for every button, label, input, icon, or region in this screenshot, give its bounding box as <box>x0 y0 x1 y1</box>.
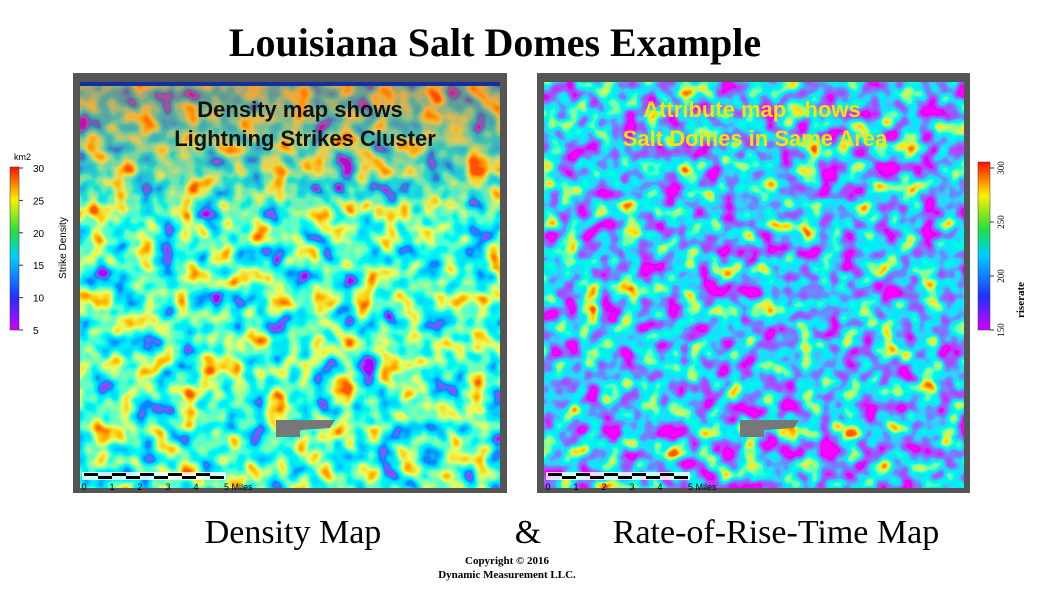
scale-segment <box>210 476 224 479</box>
copyright: Dynamic Measurement LLC. <box>438 569 576 581</box>
legend-tick-label: 200 <box>996 269 1006 283</box>
scale-segment <box>140 473 154 476</box>
scale-segment <box>548 473 562 476</box>
legend-tick-label: 25 <box>33 196 45 207</box>
scale-segment <box>674 476 688 479</box>
map-caption: Rate-of-Rise-Time Map <box>613 514 939 551</box>
map-patch <box>276 420 335 437</box>
scale-segment <box>154 476 168 479</box>
legend-label: Strike Density <box>58 217 69 279</box>
map-caption: Density Map <box>205 514 382 551</box>
scale-label: 3 <box>165 482 170 492</box>
scale-segment <box>84 473 98 476</box>
color-bar <box>977 161 991 331</box>
scale-segment <box>112 473 126 476</box>
scale-label: 3 <box>629 482 634 492</box>
legend-label: riserate <box>1015 282 1027 318</box>
map-patch <box>740 420 799 437</box>
map-overlay-text: Attribute map shows <box>643 97 861 122</box>
map-edge <box>80 82 500 86</box>
scale-segment <box>632 473 646 476</box>
slide-title: Louisiana Salt Domes Example <box>229 20 761 65</box>
scale-segment <box>618 476 632 479</box>
scale-segment <box>562 476 576 479</box>
legend-unit: km2 <box>14 152 31 162</box>
legend-ticks: 300 250 200 150 <box>990 161 1006 337</box>
ampersand: & <box>515 514 541 551</box>
scale-segment <box>590 476 604 479</box>
scale-segment <box>196 473 210 476</box>
scale-segment <box>98 476 112 479</box>
legend-tick-label: 20 <box>33 229 45 240</box>
scale-label: 0 <box>81 482 86 492</box>
scale-label: 2 <box>137 482 142 492</box>
scale-label: 1 <box>573 482 578 492</box>
scale-segment <box>604 473 618 476</box>
scale-bar: 0 1 2 3 4 5 Miles <box>81 472 253 492</box>
scale-label: 5 Miles <box>688 482 717 492</box>
scale-segment <box>576 473 590 476</box>
scale-label: 4 <box>193 482 198 492</box>
copyright: Copyright © 2016 <box>465 555 549 567</box>
scale-segment <box>168 473 182 476</box>
scale-segment <box>646 476 660 479</box>
scale-segment <box>660 473 674 476</box>
legend-tick-label: 10 <box>33 294 45 305</box>
legend-tick-label: 15 <box>33 261 45 272</box>
scale-segment <box>182 476 196 479</box>
scale-segment <box>126 476 140 479</box>
legend-tick-label: 150 <box>996 323 1006 337</box>
map-overlay-text: Lightning Strikes Cluster <box>174 126 436 151</box>
scale-label: 2 <box>601 482 606 492</box>
scale-bar: 0 1 2 3 4 5 Miles <box>545 472 717 492</box>
map-overlay-text: Salt Domes in Same Area <box>623 126 888 151</box>
legend-tick-label: 5 <box>33 326 39 337</box>
legend-tick-label: 250 <box>996 215 1006 229</box>
map-overlay-text: Density map shows <box>197 97 402 122</box>
scale-label: 0 <box>545 482 550 492</box>
scale-label: 4 <box>657 482 662 492</box>
legend-tick-label: 300 <box>996 161 1006 175</box>
legend-tick-label: 30 <box>33 164 45 175</box>
color-bar <box>9 166 20 331</box>
scale-label: 1 <box>109 482 114 492</box>
scale-label: 5 Miles <box>224 482 253 492</box>
legend-ticks: 30 25 20 15 10 5 <box>19 164 45 337</box>
